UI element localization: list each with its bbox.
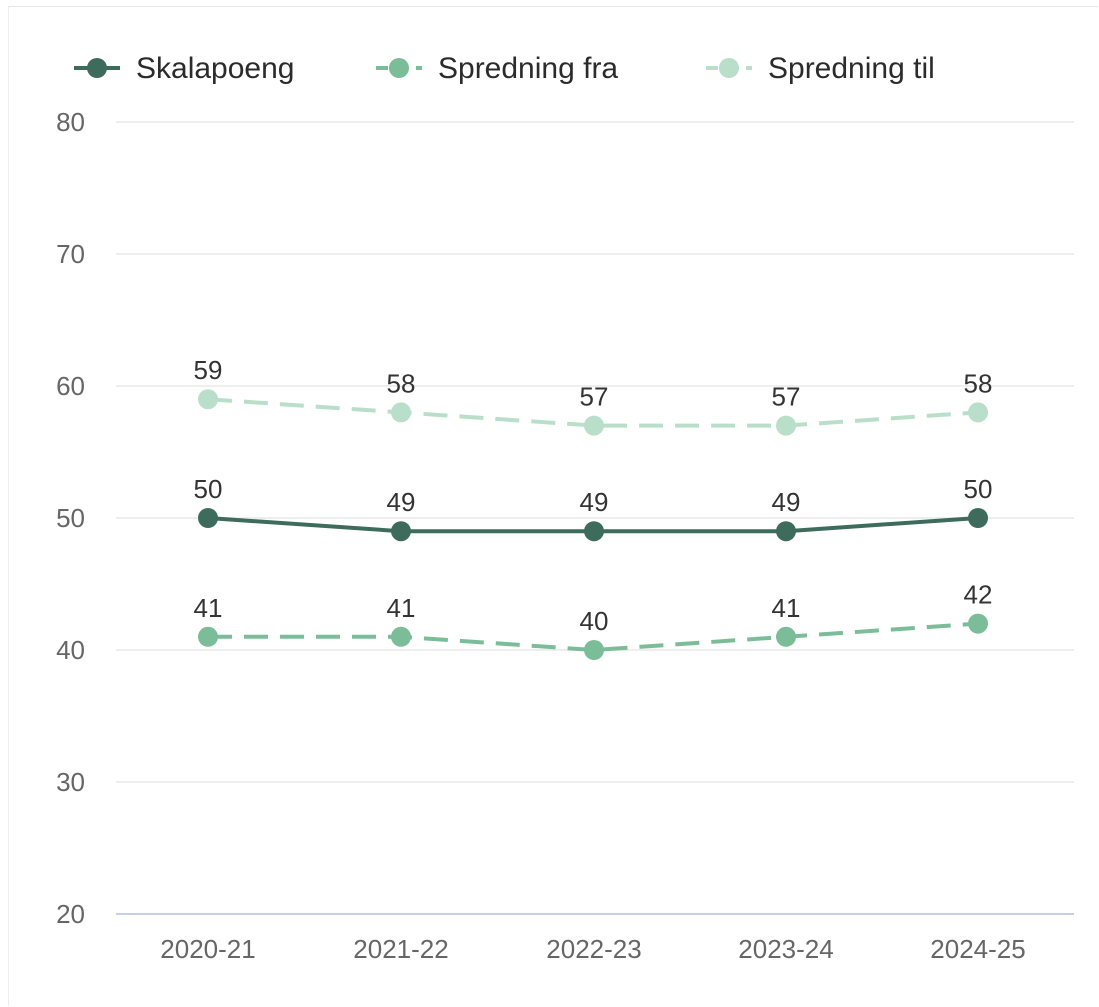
y-tick-label-40: 40 (56, 635, 85, 665)
data-label-skalapoeng-2023-24: 49 (772, 487, 801, 517)
point-spredning-fra-2022-23 (584, 640, 604, 660)
point-spredning-til-2022-23 (584, 415, 604, 436)
y-tick-label-80: 80 (56, 107, 85, 137)
y-axis: 20 30 40 50 60 70 80 (56, 107, 85, 929)
legend-label-spredning-fra: Spredning fra (438, 52, 618, 85)
data-label-spredning-til-2022-23: 57 (580, 382, 609, 412)
legend-label-skalapoeng: Skalapoeng (136, 52, 294, 85)
y-tick-label-70: 70 (56, 239, 85, 269)
point-skalapoeng-2020-21 (198, 508, 218, 528)
point-spredning-fra-2024-25 (968, 613, 988, 634)
point-spredning-til-2020-21 (198, 389, 218, 410)
series-layer (198, 389, 988, 660)
point-skalapoeng-2021-22 (391, 521, 411, 542)
legend-swatch-marker-spredning-fra (389, 58, 409, 78)
point-spredning-fra-2020-21 (198, 626, 218, 647)
data-label-spredning-fra-2024-25: 42 (964, 580, 993, 610)
y-tick-label-30: 30 (56, 767, 85, 797)
data-label-spredning-fra-2021-22: 41 (387, 593, 416, 623)
x-tick-label-2022-23: 2022-23 (546, 934, 641, 964)
x-tick-label-2024-25: 2024-25 (930, 934, 1025, 964)
point-skalapoeng-2023-24 (776, 521, 796, 542)
y-tick-label-50: 50 (56, 503, 85, 533)
data-label-spredning-til-2020-21: 59 (194, 355, 223, 385)
point-spredning-fra-2021-22 (391, 626, 411, 647)
point-spredning-fra-2023-24 (776, 626, 796, 647)
point-spredning-til-2023-24 (776, 415, 796, 436)
point-skalapoeng-2022-23 (584, 521, 604, 542)
chart-frame (8, 6, 1098, 1006)
y-tick-label-20: 20 (56, 899, 85, 929)
point-spredning-til-2024-25 (968, 402, 988, 423)
legend: Skalapoeng Spredning fra Spredning til (74, 52, 935, 85)
legend-item-skalapoeng[interactable]: Skalapoeng (74, 52, 294, 85)
point-spredning-til-2021-22 (391, 402, 411, 423)
x-tick-label-2020-21: 2020-21 (160, 934, 255, 964)
x-tick-label-2021-22: 2021-22 (353, 934, 448, 964)
data-label-spredning-fra-2023-24: 41 (772, 593, 801, 623)
data-label-spredning-til-2023-24: 57 (772, 382, 801, 412)
gridlines (116, 121, 1074, 915)
x-axis: 2020-21 2021-22 2022-23 2023-24 2024-25 (160, 934, 1025, 964)
legend-swatch-marker-spredning-til (719, 58, 739, 78)
series-line-spredning-fra (208, 621, 979, 652)
legend-swatch-marker-skalapoeng (87, 58, 107, 78)
data-label-spredning-fra-2022-23: 40 (580, 606, 609, 636)
data-label-spredning-til-2021-22: 58 (387, 368, 416, 398)
data-label-spredning-fra-2020-21: 41 (194, 593, 223, 623)
x-tick-label-2023-24: 2023-24 (738, 934, 833, 964)
data-label-skalapoeng-2024-25: 50 (964, 474, 993, 504)
data-label-skalapoeng-2022-23: 49 (580, 487, 609, 517)
data-labels: 50 49 49 49 50 41 41 40 41 42 59 58 57 57 58 (194, 355, 993, 636)
series-line-spredning-til (207, 397, 979, 428)
legend-item-spredning-fra[interactable]: Spredning fra (376, 52, 618, 85)
data-label-skalapoeng-2020-21: 50 (194, 474, 223, 504)
data-label-spredning-til-2024-25: 58 (964, 368, 993, 398)
point-skalapoeng-2024-25 (968, 508, 988, 528)
legend-item-spredning-til[interactable]: Spredning til (706, 52, 935, 85)
data-label-skalapoeng-2021-22: 49 (387, 487, 416, 517)
legend-label-spredning-til: Spredning til (768, 52, 935, 85)
y-tick-label-60: 60 (56, 371, 85, 401)
